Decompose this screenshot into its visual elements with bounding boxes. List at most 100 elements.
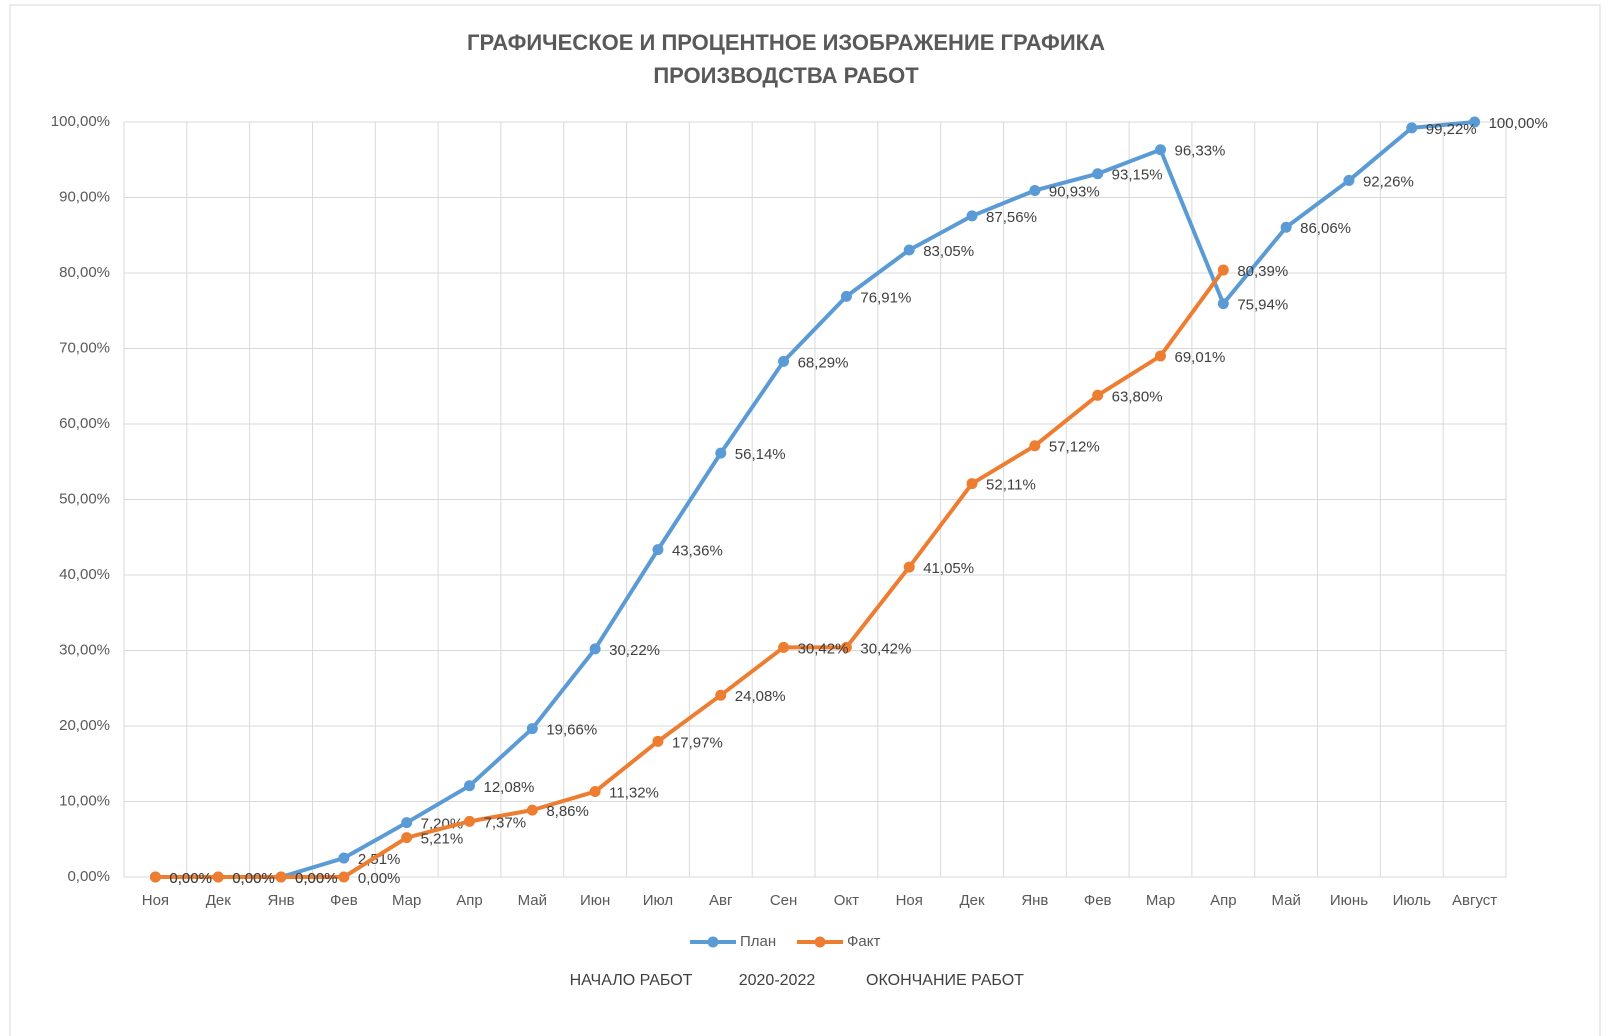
data-label: 30,42% [860,640,911,657]
legend-marker [814,936,826,948]
chart-frame [9,4,1601,1036]
data-label: 11,32% [609,785,659,802]
x-tick-label: Май [1271,892,1300,909]
series-line [155,120,1475,879]
data-label: 30,22% [609,642,660,659]
data-label: 8,86% [546,803,589,820]
x-axis-label: НАЧАЛО РАБОТ [570,972,693,989]
data-point [338,871,350,883]
data-label: 100,00% [1489,115,1548,132]
x-tick-label: Дек [960,892,986,909]
data-point [903,244,915,256]
data-point [778,641,790,653]
data-point [1092,389,1104,401]
y-tick-label: 40,00% [59,566,110,583]
data-label: 63,80% [1112,388,1163,405]
chart-title: ПРОИЗВОДСТВА РАБОТ [653,63,919,88]
data-point [715,689,727,701]
data-point [1406,122,1418,134]
data-point [715,447,727,459]
data-label: 0,00% [169,870,212,887]
data-point [778,355,790,367]
data-label: 92,26% [1363,173,1414,190]
data-point [464,780,475,792]
data-point [1217,298,1229,310]
data-label: 12,08% [484,779,535,796]
y-tick-label: 100,00% [51,113,110,130]
x-tick-label: Июнь [1330,892,1368,909]
x-tick-label: Дек [206,892,232,909]
data-label: 83,05% [923,243,974,260]
data-label: 0,00% [295,870,338,887]
data-point [526,723,538,735]
data-point [1029,184,1041,196]
data-point [840,290,852,302]
x-tick-label: Фев [330,892,358,909]
x-tick-label: Апр [1210,892,1236,909]
data-label: 52,11% [986,477,1036,494]
y-tick-label: 20,00% [59,717,110,734]
y-tick-label: 30,00% [59,641,110,658]
data-point [149,871,161,883]
y-tick-label: 90,00% [59,188,110,205]
x-tick-label: Июл [643,892,673,909]
chart-title: ГРАФИЧЕСКОЕ И ПРОЦЕНТНОЕ ИЗОБРАЖЕНИЕ ГРА… [467,30,1105,55]
legend-label: План [740,933,776,950]
x-tick-label: Мар [392,892,421,909]
data-point [212,871,224,883]
data-point [526,804,538,816]
data-point [1469,116,1481,128]
data-label: 86,06% [1300,220,1351,237]
data-point [966,478,978,490]
data-point [1029,440,1041,452]
x-tick-label: Янв [1021,892,1048,909]
data-label: 7,20% [421,816,464,833]
data-point [275,871,287,883]
x-tick-label: Мар [1146,892,1175,909]
data-label: 7,37% [484,814,527,831]
x-tick-label: Август [1452,892,1497,909]
data-label: 56,14% [735,446,786,463]
x-tick-label: Июль [1393,892,1431,909]
data-point [903,561,915,573]
data-point [401,817,413,829]
data-point [840,641,852,653]
data-point [1280,221,1292,233]
data-label: 57,12% [1049,439,1100,456]
data-point [652,735,664,747]
data-label: 43,36% [672,543,723,560]
data-label: 0,00% [358,870,401,887]
x-axis-label: 2020-2022 [739,972,816,989]
y-tick-label: 70,00% [59,339,110,356]
data-label: 19,66% [546,722,597,739]
data-point [1155,144,1166,156]
legend-label: Факт [847,933,880,950]
data-point [1217,264,1229,276]
data-label: 0,00% [232,870,275,887]
data-label: 5,21% [421,831,464,848]
data-point [1092,168,1104,180]
data-label: 75,94% [1237,297,1288,314]
y-tick-label: 60,00% [59,415,110,432]
data-label: 68,29% [798,354,849,371]
y-tick-label: 80,00% [59,264,110,281]
series-line [155,268,1225,879]
data-label: 80,39% [1237,263,1288,280]
x-tick-label: Май [518,892,547,909]
x-tick-label: Янв [267,892,294,909]
data-point [966,210,978,222]
data-label: 24,08% [735,688,786,705]
y-tick-label: 0,00% [67,868,110,885]
data-label: 76,91% [860,289,911,306]
y-tick-label: 10,00% [59,792,110,809]
data-label: 69,01% [1175,349,1226,366]
data-point [1155,350,1166,362]
x-tick-label: Фев [1084,892,1112,909]
data-label: 87,56% [986,209,1037,226]
data-label: 96,33% [1175,143,1226,160]
data-point [464,815,475,827]
data-label: 17,97% [672,734,723,751]
data-point [589,643,601,655]
x-tick-label: Ноя [896,892,923,909]
